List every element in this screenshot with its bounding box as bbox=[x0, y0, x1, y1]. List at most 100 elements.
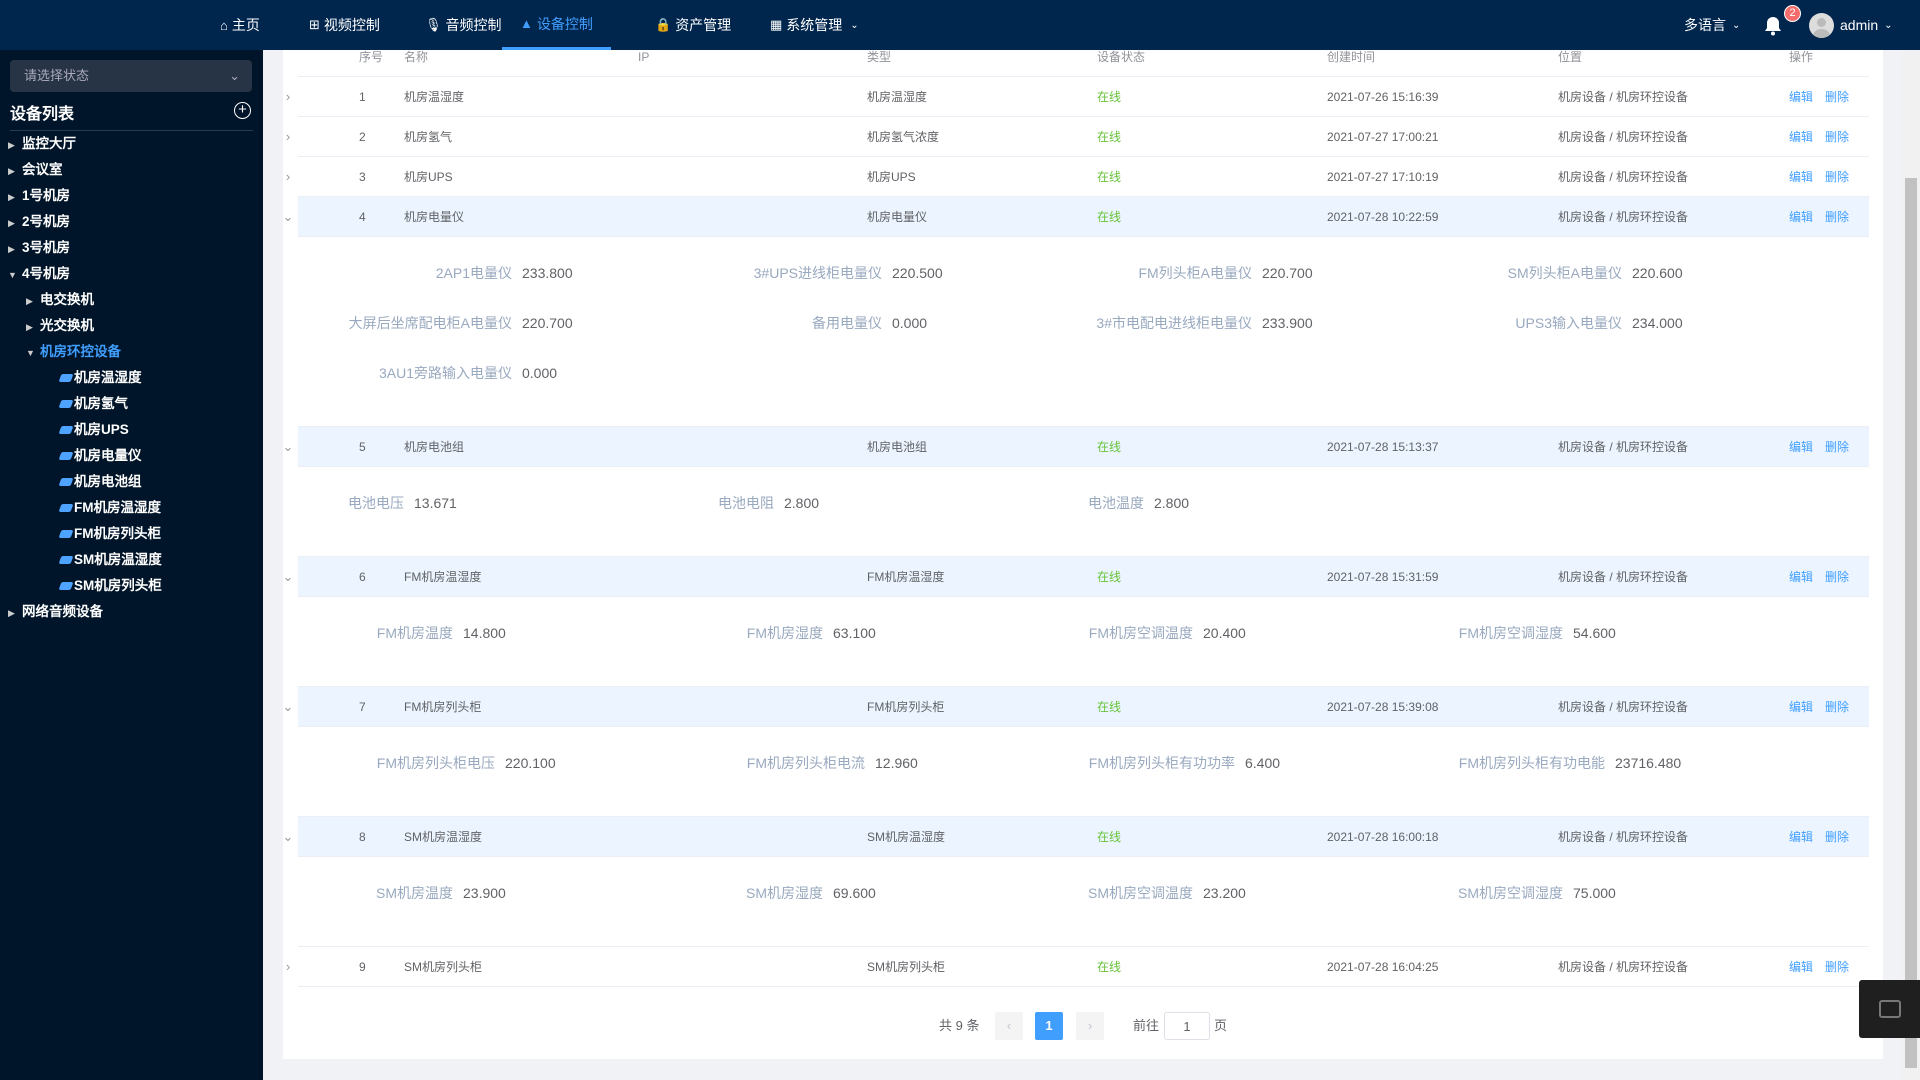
caret-right-icon[interactable]: ▶ bbox=[8, 244, 15, 254]
delete-link[interactable]: 删除 bbox=[1825, 570, 1850, 584]
delete-link[interactable]: 删除 bbox=[1825, 700, 1850, 714]
detail-value: 220.700 bbox=[522, 315, 573, 331]
detail-item: UPS3输入电量仪 234.000 bbox=[1422, 303, 1792, 343]
tree-node[interactable]: ▼ 机房环控设备 bbox=[26, 339, 121, 365]
bell-icon[interactable] bbox=[1764, 16, 1782, 36]
delete-link[interactable]: 删除 bbox=[1825, 90, 1850, 104]
caret-right-icon[interactable]: ▶ bbox=[8, 608, 15, 618]
tree-node[interactable]: ▶ 光交换机 bbox=[26, 313, 94, 339]
prev-page-button[interactable]: ‹ bbox=[995, 1012, 1023, 1040]
tree-node[interactable]: FM机房温湿度 bbox=[58, 495, 161, 521]
table-row[interactable]: ⌄ 5 机房电池组 机房电池组 在线 2021-07-28 15:13:37 机房设备 / … bbox=[283, 427, 1869, 467]
table-row[interactable]: ⌄ 8 SM机房温湿度 SM机房温湿度 在线 2021-07-28 16:00:18 机房设… bbox=[283, 817, 1869, 857]
next-page-button[interactable]: › bbox=[1076, 1012, 1104, 1040]
table-row[interactable]: › 1 机房温湿度 机房温湿度 在线 2021-07-26 15:16:39 机房设备 / … bbox=[286, 77, 1869, 117]
language-dropdown[interactable]: 多语言 ⌄ bbox=[1684, 0, 1740, 50]
detail-item: SM列头柜A电量仪 220.600 bbox=[1422, 253, 1792, 293]
tree-node[interactable]: ▶ 2号机房 bbox=[8, 209, 70, 235]
detail-item: 电池电阻 2.800 bbox=[682, 483, 1052, 523]
nav-item-5[interactable]: ▦ 系统管理 ⌄ bbox=[770, 0, 859, 50]
edit-link[interactable]: 编辑 bbox=[1789, 700, 1814, 714]
nav-item-3[interactable]: ▲ 设备控制 bbox=[502, 0, 611, 50]
table-row[interactable]: ⌄ 7 FM机房列头柜 FM机房列头柜 在线 2021-07-28 15:39:08 机房设… bbox=[283, 687, 1869, 727]
tree-node[interactable]: FM机房列头柜 bbox=[58, 521, 161, 547]
caret-right-icon[interactable]: ▶ bbox=[26, 296, 33, 306]
caret-right-icon[interactable]: ▶ bbox=[8, 140, 15, 150]
chevron-down-icon[interactable]: ⌄ bbox=[282, 569, 294, 584]
caret-right-icon[interactable]: ▶ bbox=[8, 166, 15, 176]
tree-node[interactable]: ▶ 会议室 bbox=[8, 157, 63, 183]
edit-link[interactable]: 编辑 bbox=[1789, 170, 1814, 184]
avatar[interactable] bbox=[1809, 13, 1834, 38]
goto-page-input[interactable] bbox=[1164, 1012, 1210, 1040]
chevron-right-icon[interactable]: › bbox=[285, 89, 291, 104]
chevron-down-icon[interactable]: ⌄ bbox=[282, 829, 294, 844]
caret-right-icon[interactable]: ▶ bbox=[26, 322, 33, 332]
detail-item: 备用电量仪 0.000 bbox=[682, 303, 1052, 343]
nav-item-label: 设备控制 bbox=[536, 15, 593, 32]
chevron-down-icon[interactable]: ⌄ bbox=[282, 209, 294, 224]
edit-link[interactable]: 编辑 bbox=[1789, 960, 1814, 974]
chevron-right-icon[interactable]: › bbox=[285, 169, 291, 184]
delete-link[interactable]: 删除 bbox=[1825, 210, 1850, 224]
delete-link[interactable]: 删除 bbox=[1825, 170, 1850, 184]
delete-link[interactable]: 删除 bbox=[1825, 130, 1850, 144]
edit-link[interactable]: 编辑 bbox=[1789, 440, 1814, 454]
detail-line: 电池电压 13.671 电池电阻 2.800 电池温度 2.800 bbox=[312, 483, 1869, 523]
tree-node[interactable]: SM机房温湿度 bbox=[58, 547, 162, 573]
chevron-down-icon[interactable]: ⌄ bbox=[282, 699, 294, 714]
tree-node[interactable]: ▶ 网络音频设备 bbox=[8, 599, 103, 625]
tree-node[interactable]: ▶ 3号机房 bbox=[8, 235, 70, 261]
nav-item-4[interactable]: 🔒 资产管理 bbox=[655, 0, 731, 50]
table-row[interactable]: › 9 SM机房列头柜 SM机房列头柜 在线 2021-07-28 16:04:25 机房设… bbox=[286, 947, 1869, 987]
table-row[interactable]: › 3 机房UPS 机房UPS 在线 2021-07-27 17:10:19 机房设备 / … bbox=[286, 157, 1869, 197]
tree-node[interactable]: 机房电量仪 bbox=[58, 443, 142, 469]
tree-node[interactable]: ▼ 4号机房 bbox=[8, 261, 70, 287]
tree-node[interactable]: 机房电池组 bbox=[58, 469, 142, 495]
edit-link[interactable]: 编辑 bbox=[1789, 130, 1814, 144]
caret-down-icon[interactable]: ▼ bbox=[8, 270, 17, 280]
add-circle-icon[interactable]: + bbox=[234, 102, 251, 119]
delete-link[interactable]: 删除 bbox=[1825, 830, 1850, 844]
cell-status: 在线 bbox=[1097, 960, 1122, 974]
chevron-right-icon[interactable]: › bbox=[285, 129, 291, 144]
tree-node[interactable]: 机房氢气 bbox=[58, 391, 128, 417]
cell-type: 机房UPS bbox=[867, 170, 916, 184]
chevron-down-icon[interactable]: ⌄ bbox=[282, 439, 294, 454]
caret-right-icon[interactable]: ▶ bbox=[8, 192, 15, 202]
cell-no: 9 bbox=[359, 960, 366, 974]
status-select[interactable]: 请选择状态 ⌄ bbox=[10, 60, 252, 92]
cell-name: 机房电量仪 bbox=[404, 210, 465, 224]
table-row[interactable]: › 2 机房氢气 机房氢气浓度 在线 2021-07-27 17:00:21 机房设备 / … bbox=[286, 117, 1869, 157]
edit-link[interactable]: 编辑 bbox=[1789, 830, 1814, 844]
tree-node[interactable]: 机房温湿度 bbox=[58, 365, 142, 391]
edit-link[interactable]: 编辑 bbox=[1789, 570, 1814, 584]
caret-right-icon[interactable]: ▶ bbox=[8, 218, 15, 228]
nav-item-1[interactable]: ⊞ 视频控制 bbox=[309, 0, 380, 50]
tree-node-label: SM机房列头柜 bbox=[74, 578, 162, 593]
user-menu[interactable]: admin ⌄ bbox=[1840, 0, 1893, 50]
tree-node[interactable]: 机房UPS bbox=[58, 417, 129, 443]
delete-link[interactable]: 删除 bbox=[1825, 960, 1850, 974]
nav-item-0[interactable]: ⌂ 主页 bbox=[220, 0, 260, 50]
tree-node[interactable]: ▶ 电交换机 bbox=[26, 287, 94, 313]
page-1-button[interactable]: 1 bbox=[1035, 1012, 1063, 1040]
device-icon bbox=[58, 582, 74, 590]
detail-label: SM机房空调湿度 bbox=[1458, 885, 1563, 901]
delete-link[interactable]: 删除 bbox=[1825, 440, 1850, 454]
tree-node[interactable]: ▶ 1号机房 bbox=[8, 183, 70, 209]
chevron-right-icon[interactable]: › bbox=[285, 959, 291, 974]
detail-value: 0.000 bbox=[522, 365, 558, 381]
table-row[interactable]: ⌄ 4 机房电量仪 机房电量仪 在线 2021-07-28 10:22:59 机房设备 / … bbox=[283, 197, 1869, 237]
edit-link[interactable]: 编辑 bbox=[1789, 210, 1814, 224]
nav-item-2[interactable]: 🎙 音频控制 bbox=[425, 0, 502, 50]
tree-node[interactable]: ▶ 监控大厅 bbox=[8, 131, 76, 157]
scrollbar-thumb[interactable] bbox=[1905, 178, 1917, 1068]
edit-link[interactable]: 编辑 bbox=[1789, 90, 1814, 104]
notification-badge: 2 bbox=[1784, 5, 1801, 22]
table-row[interactable]: ⌄ 6 FM机房温湿度 FM机房温湿度 在线 2021-07-28 15:31:59 机房设… bbox=[283, 557, 1869, 597]
scrollbar[interactable] bbox=[1902, 50, 1920, 1080]
tree-node[interactable]: SM机房列头柜 bbox=[58, 573, 162, 599]
floating-widget-button[interactable] bbox=[1859, 980, 1920, 1038]
caret-down-icon[interactable]: ▼ bbox=[26, 348, 35, 358]
